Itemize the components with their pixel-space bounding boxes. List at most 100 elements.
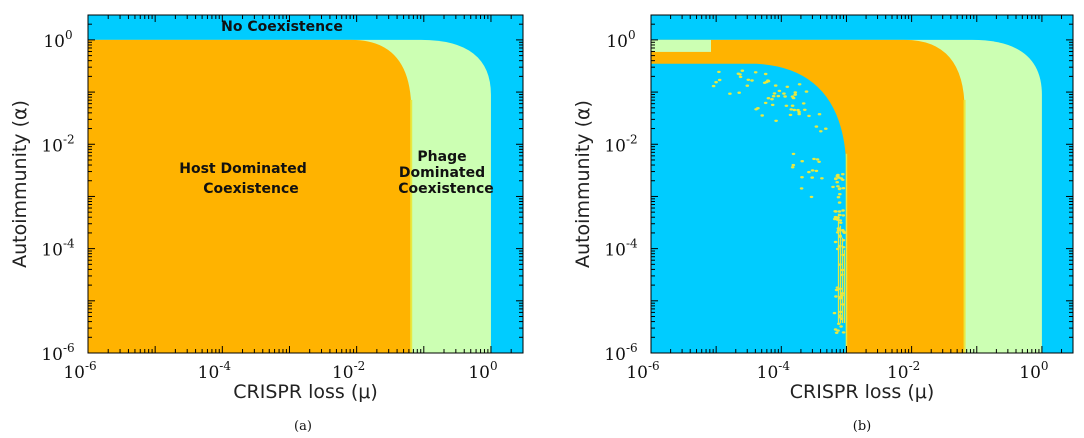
- speckle: [771, 95, 776, 98]
- speckle: [756, 107, 760, 110]
- speckle: [832, 311, 837, 315]
- speckle: [717, 70, 721, 74]
- x-tick-label: 100: [1019, 359, 1048, 383]
- x-axis-label: CRISPR loss (μ): [790, 381, 935, 403]
- panel-b: 10-6 10-4 10-2 100 10-6 10-4 10-2 100 CRISPR los…: [572, 14, 1074, 434]
- speckle: [793, 91, 798, 94]
- speckle: [841, 187, 846, 190]
- speckle: [833, 217, 837, 221]
- speckle: [835, 181, 839, 184]
- y-tick-label: 10-2: [41, 132, 74, 156]
- speckle: [841, 331, 846, 334]
- speckle: [820, 177, 824, 180]
- y-tick-label: 10-2: [604, 132, 637, 156]
- boundary-speckles: [711, 69, 848, 334]
- speckle: [841, 214, 846, 217]
- speckle: [809, 195, 814, 199]
- speckle: [763, 101, 768, 105]
- speckle: [839, 221, 843, 224]
- y-tick-label: 10-4: [604, 237, 638, 261]
- speckle: [782, 92, 786, 95]
- speckle: [831, 185, 835, 189]
- region-host-dominated: [88, 39, 412, 353]
- speckle: [841, 173, 845, 176]
- speckle: [836, 185, 840, 188]
- speckle: [834, 331, 839, 334]
- speckle: [753, 71, 758, 74]
- speckle: [766, 80, 771, 83]
- speckle: [837, 187, 842, 191]
- speckle: [841, 209, 845, 212]
- speckle: [814, 125, 819, 128]
- speckle: [841, 230, 846, 233]
- speckle: [833, 240, 838, 244]
- speckle: [785, 85, 790, 89]
- speckle: [791, 163, 796, 167]
- speckle: [789, 108, 793, 111]
- speckle: [763, 72, 768, 76]
- speckle: [790, 104, 795, 107]
- speckle: [815, 158, 820, 161]
- speckle: [804, 90, 809, 93]
- speckle: [814, 169, 819, 173]
- speckle: [738, 75, 743, 79]
- region-label-phage-dominated: Phage Dominated Coexistence: [398, 149, 494, 197]
- region-label-no-coexistence: No Coexistence: [221, 19, 343, 35]
- x-tick-label: 10-6: [626, 359, 659, 383]
- speckle: [792, 108, 797, 112]
- speckle: [793, 93, 797, 96]
- speckle: [791, 152, 796, 156]
- y-axis-label: Autoimmunity (α): [9, 100, 31, 268]
- speckle: [773, 84, 778, 87]
- y-tick-label: 100: [43, 28, 72, 52]
- speckle: [774, 119, 778, 123]
- speckle: [736, 72, 741, 75]
- speckle: [838, 193, 842, 196]
- speckle: [803, 108, 807, 112]
- speckle: [728, 92, 732, 95]
- speckle: [776, 94, 781, 98]
- speckle: [714, 81, 718, 84]
- speckle: [833, 328, 838, 331]
- speckle: [760, 114, 764, 117]
- x-tick-label: 10-4: [757, 359, 791, 383]
- speckle: [745, 84, 750, 87]
- x-tick-label: 10-2: [332, 359, 365, 383]
- region-no-coexistence-low: [651, 63, 847, 353]
- x-axis-label: CRISPR loss (μ): [233, 381, 378, 403]
- speckle: [770, 103, 775, 107]
- speckle: [800, 176, 804, 179]
- x-tick-label: 10-2: [887, 359, 920, 383]
- x-tick-label: 10-6: [63, 359, 96, 383]
- speckle: [777, 89, 782, 93]
- speckle: [807, 170, 811, 174]
- speckle: [817, 113, 822, 116]
- x-tick-label: 10-4: [198, 359, 232, 383]
- speckle: [839, 177, 844, 180]
- speckle: [711, 84, 716, 88]
- axes-frame: [87, 14, 524, 354]
- speckle: [834, 288, 839, 292]
- speckle: [839, 325, 843, 328]
- speckle: [746, 78, 751, 82]
- speckle: [810, 169, 815, 172]
- speckle: [836, 196, 841, 199]
- speckle: [817, 160, 821, 163]
- panel-caption: (a): [294, 419, 312, 434]
- speckle: [796, 108, 800, 112]
- speckle: [750, 79, 754, 82]
- region-label-host-dominated: Host Dominated Coexistence: [179, 161, 306, 197]
- speckle: [737, 91, 741, 94]
- speckle: [784, 104, 789, 108]
- speckle: [837, 201, 842, 204]
- speckle: [812, 157, 816, 161]
- speckle: [790, 166, 795, 169]
- speckle: [833, 210, 837, 213]
- speckle: [819, 130, 823, 133]
- speckle: [783, 95, 787, 98]
- y-tick-label: 10-6: [604, 341, 637, 365]
- speckle: [766, 97, 771, 100]
- speckle: [772, 92, 777, 95]
- panel-caption: (b): [853, 419, 871, 434]
- x-tick-label: 100: [468, 359, 497, 383]
